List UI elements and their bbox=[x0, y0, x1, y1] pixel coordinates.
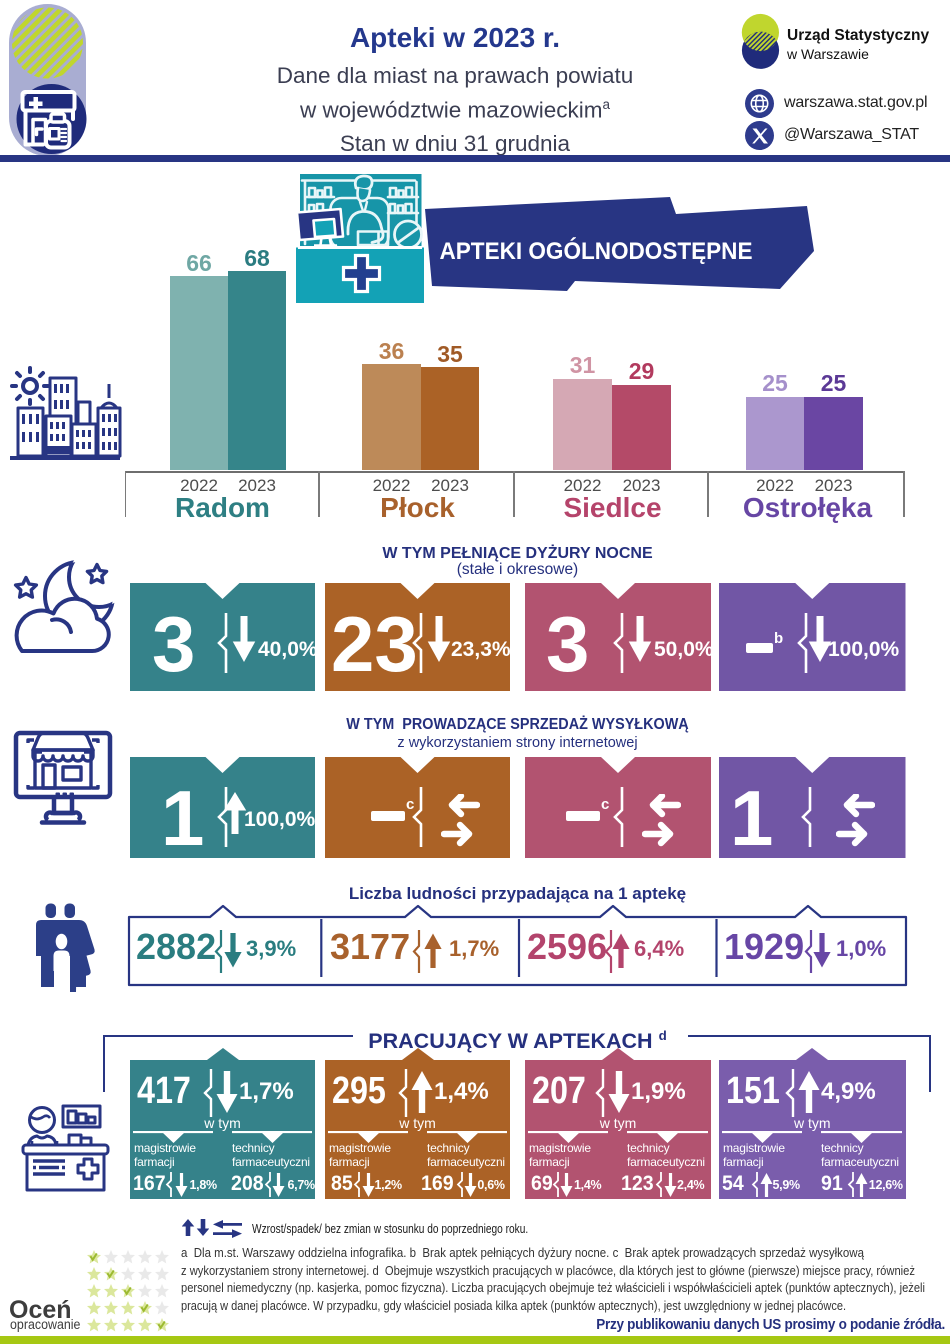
svg-text:APTEKI OGÓLNODOSTĘPNE: APTEKI OGÓLNODOSTĘPNE bbox=[440, 237, 753, 265]
